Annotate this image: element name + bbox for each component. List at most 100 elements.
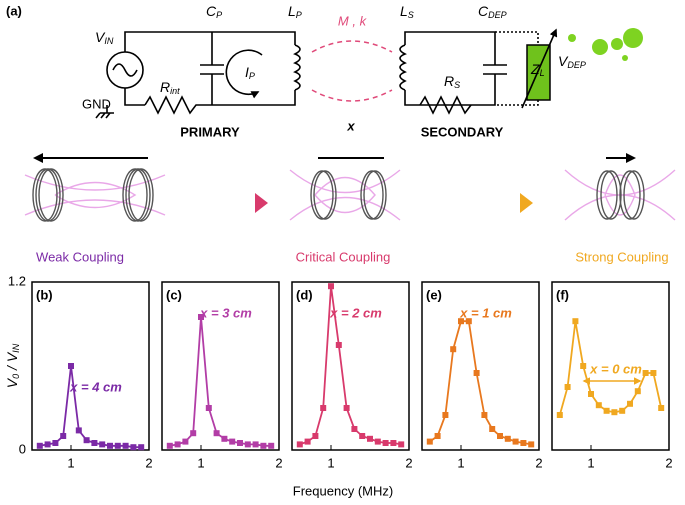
marker xyxy=(481,412,488,418)
curve xyxy=(39,365,142,449)
subscript: DEP xyxy=(488,10,507,20)
marker xyxy=(473,370,480,376)
label-secondary: SECONDARY xyxy=(421,124,504,139)
x-tick-label: 2 xyxy=(665,455,672,470)
marker xyxy=(572,318,579,325)
marker xyxy=(91,440,98,446)
plot-frame xyxy=(31,281,150,451)
plot-frame xyxy=(291,281,410,451)
marker xyxy=(434,433,441,439)
coupling-label: Strong Coupling xyxy=(575,249,668,264)
marker xyxy=(528,441,535,448)
marker xyxy=(244,441,251,448)
marker xyxy=(252,441,259,448)
marker xyxy=(504,435,511,442)
symbol: L xyxy=(400,3,408,19)
plot-frame xyxy=(551,281,670,451)
marker xyxy=(603,407,610,414)
marker xyxy=(351,426,358,432)
label-zl: ZL xyxy=(530,61,545,79)
label-ls: LS xyxy=(400,3,414,21)
annotation: x = 1 cm xyxy=(459,305,512,320)
subscript: IN xyxy=(11,343,21,353)
marker xyxy=(398,441,405,448)
marker xyxy=(190,430,197,437)
marker xyxy=(99,441,106,448)
label-rint: Rint xyxy=(160,79,180,97)
symbol: C xyxy=(206,3,217,19)
label-cdep: CDEP xyxy=(478,3,507,21)
x-tick-label: 1 xyxy=(67,455,74,470)
x-tick-label: 1 xyxy=(587,455,594,470)
coupling-label: Weak Coupling xyxy=(36,249,124,264)
label-x: x xyxy=(346,118,355,133)
x-tick-label: 2 xyxy=(145,455,152,470)
marker xyxy=(312,433,319,439)
x-tick-label: 1 xyxy=(327,455,334,470)
subscript: S xyxy=(408,10,414,20)
marker xyxy=(588,391,594,397)
x-tick-label: 2 xyxy=(275,455,282,470)
marker xyxy=(182,438,189,445)
label-gnd: GND xyxy=(82,96,111,111)
marker xyxy=(237,440,243,446)
x-tick-label: 1 xyxy=(197,455,204,470)
subscript: P xyxy=(216,10,222,20)
symbol: / V xyxy=(4,351,20,374)
subscript: int xyxy=(170,86,180,96)
annotation: x = 3 cm xyxy=(199,305,252,320)
x-tick-label: 2 xyxy=(535,455,542,470)
annotation: x = 4 cm xyxy=(69,379,122,394)
plot-frame xyxy=(421,281,540,451)
marker xyxy=(382,440,389,446)
marker xyxy=(634,388,641,395)
marker xyxy=(426,438,433,445)
coupling-label: Critical Coupling xyxy=(296,249,391,264)
marker xyxy=(296,441,303,448)
marker xyxy=(60,433,67,439)
marker xyxy=(44,441,51,448)
marker xyxy=(367,435,373,442)
annotation: x = 0 cm xyxy=(589,361,642,376)
curve xyxy=(558,321,663,416)
symbol: Z xyxy=(530,61,540,77)
marker xyxy=(564,384,571,390)
subscript: S xyxy=(454,80,460,90)
marker xyxy=(374,438,381,445)
marker xyxy=(114,442,121,449)
marker xyxy=(580,363,587,369)
annotation: x = 2 cm xyxy=(329,305,382,320)
marker xyxy=(390,440,397,446)
subscript: P xyxy=(296,10,302,20)
marker xyxy=(611,409,618,416)
marker xyxy=(229,438,236,445)
marker xyxy=(68,363,74,369)
symbol: V xyxy=(558,53,569,69)
symbol: V xyxy=(95,29,106,45)
subscript: IN xyxy=(104,36,114,46)
marker xyxy=(595,402,602,409)
marker xyxy=(328,283,334,290)
subscript: 0 xyxy=(11,374,21,379)
curve xyxy=(429,320,532,446)
label-lp: LP xyxy=(288,3,302,21)
marker xyxy=(198,314,204,320)
marker xyxy=(658,405,665,411)
x-tick-label: 2 xyxy=(405,455,412,470)
subscript: L xyxy=(540,68,545,78)
marker xyxy=(75,427,82,434)
marker xyxy=(138,444,145,451)
panel-label: (c) xyxy=(166,287,182,302)
symbol: C xyxy=(478,3,489,19)
plot-frame xyxy=(161,281,280,451)
marker xyxy=(520,440,527,446)
panel-label: (d) xyxy=(296,287,313,302)
x-axis-label: Frequency (MHz) xyxy=(293,483,393,498)
label-rs: RS xyxy=(444,73,460,91)
marker xyxy=(497,433,503,439)
marker xyxy=(450,346,457,353)
marker xyxy=(458,318,464,325)
marker xyxy=(52,440,59,446)
marker xyxy=(260,442,267,449)
marker xyxy=(642,370,649,376)
